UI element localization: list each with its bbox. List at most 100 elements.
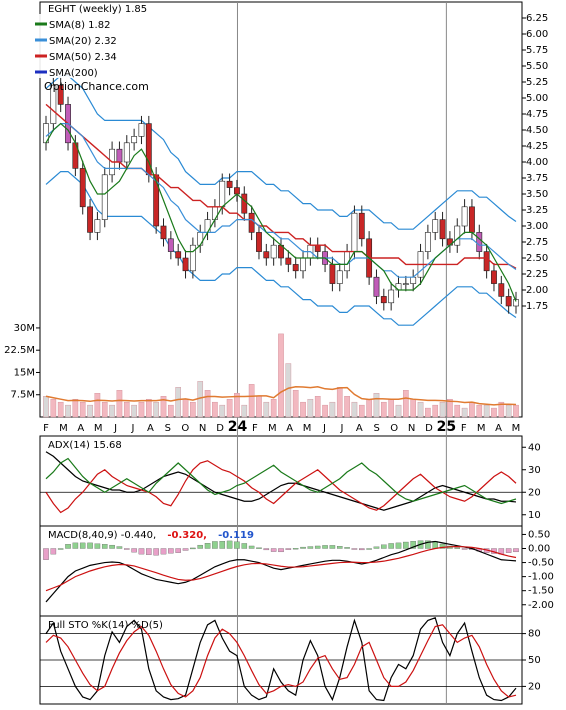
volume-ytick-label: 30M [14,323,35,334]
macd-histogram-bar [124,548,130,550]
candle-body [513,299,519,307]
volume-bar [109,404,115,418]
x-axis-label: M [303,423,312,434]
macd-histogram-bar [314,545,321,549]
candle-body [131,136,138,144]
macd-ytick-label: 0.50 [528,529,550,540]
macd-histogram-bar [138,548,145,555]
stochastic-label: Full STO %K(14) %D(5) [48,620,163,631]
macd-histogram-bar [292,548,299,550]
macd-histogram-bar [454,547,461,549]
volume-bar [270,398,277,418]
candle-body [314,244,321,252]
x-axis-label: O [390,423,398,434]
volume-bar [94,393,101,418]
volume-bar [410,398,417,418]
volume-bar [168,404,174,418]
macd-histogram-bar [256,547,262,549]
x-axis-label: J [339,423,343,434]
volume-bar [380,401,387,418]
macd-histogram-bar [248,545,255,549]
volume-bar [256,396,262,418]
macd-ytick-label: 0.00 [528,544,550,555]
macd-histogram-bar [263,548,270,551]
volume-bar [212,401,218,418]
volume-bar [87,404,93,418]
macd-histogram-bar [57,548,64,550]
macd-histogram-bar [403,541,409,549]
bollinger-upper-line [45,74,517,230]
candle-body [167,238,174,252]
macd-histogram-bar [432,541,438,549]
volume-bar [351,401,358,418]
macd-histogram-bar [168,548,174,554]
macd-histogram-bar [336,546,343,549]
volume-bar [204,390,211,418]
volume-bar [182,398,189,418]
macd-histogram-bar [146,548,152,555]
macd-label-main: MACD(8,40,9) -0.440, [48,530,157,541]
macd-ytick-label: -2.00 [528,600,554,611]
price-ytick-label: 1.75 [526,301,548,312]
macd-histogram-bar [307,546,314,549]
volume-bar [292,390,299,418]
sma8-line [45,122,517,302]
macd-histogram-bar [410,541,416,549]
x-axis-label: M [512,423,521,434]
candle-body [432,219,439,233]
macd-histogram-bar [116,546,123,549]
candle-body [160,225,167,240]
candle-body [388,289,395,304]
macd-histogram-bar [241,543,248,549]
price-ytick-label: 4.25 [526,141,548,152]
macd-histogram-bar [366,548,372,550]
macd-histogram-bar [425,540,431,549]
macd-histogram-bar [175,548,181,553]
volume-bar [447,398,453,418]
volume-bar [50,398,57,418]
volume-ytick-label: 7.5M [10,390,35,401]
macd-histogram-bar [101,544,108,549]
macd-histogram-bar [505,548,512,553]
volume-average-line [45,385,517,406]
candle-body [454,225,461,246]
x-axis-label: M [59,423,68,434]
macd-histogram-bar [395,542,402,549]
stochastic-ytick-label: 20 [528,681,541,692]
candle-body [336,270,343,284]
legend-label: SMA(200) [49,68,98,79]
x-axis-label: A [356,423,363,434]
x-axis-label: D [216,423,224,434]
volume-bar [329,401,336,418]
price-ytick-label: 2.25 [526,269,548,280]
adx-ytick-label: 30 [528,465,541,476]
x-axis-label: D [425,423,433,434]
candle-body [498,283,505,297]
price-title: EGHT (weekly) 1.85 [48,4,148,15]
stochastic-ytick-label: 50 [528,655,541,666]
macd-histogram-bar [461,548,468,550]
volume-bar [469,401,475,418]
volume-bar [307,398,314,418]
volume-bar [300,401,306,418]
macd-histogram-bar [322,545,328,549]
volume-bar [285,363,292,418]
candle-body [285,257,292,265]
x-axis-label: A [77,423,84,434]
volume-bar [234,393,240,418]
candle-body [57,84,64,105]
price-ytick-label: 4.50 [526,125,548,136]
candle-body [292,264,299,272]
macd-histogram-bar [300,546,306,549]
volume-bar [65,404,71,418]
adx-ytick-label: 40 [528,442,541,453]
macd-label-hist: -0.119 [218,530,254,541]
macd-histogram-bar [439,543,446,549]
x-axis-label: M [268,423,277,434]
price-ytick-label: 3.00 [526,221,548,232]
candle-body [402,283,409,285]
volume-bar [131,404,137,418]
adx-line [45,451,517,511]
price-ytick-label: 3.75 [526,173,548,184]
price-ytick-label: 6.25 [526,13,548,24]
